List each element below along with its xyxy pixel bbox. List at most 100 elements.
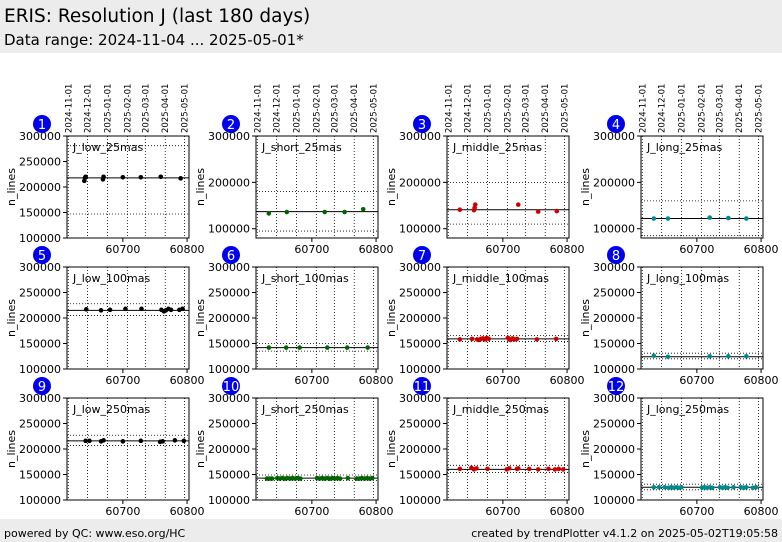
y-tick-label: 200000 [19,181,61,194]
panel-number: 9 [38,380,46,395]
data-point [744,216,749,221]
data-point [178,176,183,181]
panel-label: J_low_25mas [72,141,143,154]
y-axis-label: n_lines [579,430,592,468]
date-tick-label: 2024-11-01 [444,84,454,133]
panel-number-badge [607,377,625,395]
data-point [83,307,89,312]
date-tick-label: 2025-05-01 [181,84,191,133]
y-tick-label: 150000 [593,338,635,351]
data-point [709,485,715,491]
panel-label: J_middle_250mas [452,403,549,416]
data-point [514,336,520,342]
panel-number-badge [222,246,240,264]
data-point [269,476,275,481]
footer-created: created by trendPlotter v4.1.2 on 2025-0… [471,527,778,540]
y-tick-label: 150000 [399,469,441,482]
data-point [324,345,330,350]
y-tick-label: 200000 [593,176,635,189]
data-point [120,175,126,180]
panel-number: 7 [418,249,426,264]
data-point [553,336,559,342]
data-point [651,216,657,221]
data-point [457,337,463,342]
data-point [160,439,165,444]
panel-1: 100000 150000 200000 250000 300000 60700 60800… [5,84,205,256]
date-tick-label: 2025-04-01 [735,84,745,133]
panel-label: J_long_100mas [646,272,729,285]
data-point [283,345,289,350]
data-point [180,306,185,312]
date-tick-label: 2025-01-01 [677,84,687,133]
x-tick-label: 60800 [744,243,779,256]
data-point [107,307,113,313]
x-tick-label: 60700 [485,374,520,387]
data-point [731,484,736,490]
date-tick-label: 2025-01-01 [292,84,302,133]
y-axis-label: n_lines [194,168,207,206]
panel-number-badge [413,115,431,133]
data-point [651,484,657,490]
y-tick-label: 100000 [593,223,635,236]
panel-number-badge [413,246,431,264]
data-point [679,484,684,490]
y-tick-label: 250000 [208,287,250,300]
plot-frame [255,135,379,239]
y-tick-label: 300000 [208,130,250,143]
data-point [360,206,366,212]
data-point [266,345,272,350]
data-point [744,484,749,490]
y-tick-label: 250000 [593,418,635,431]
data-point [656,484,662,490]
y-tick-label: 300000 [19,392,61,405]
x-tick-label: 60800 [550,243,585,256]
data-point [651,353,657,359]
y-axis-label: n_lines [194,430,207,468]
data-point [139,306,144,312]
x-tick-label: 60800 [550,505,585,518]
data-point [138,175,144,180]
panel-8: 100000 150000 200000 250000 300000 60700 60800… [579,246,779,387]
data-point [744,353,749,359]
data-point [297,345,302,350]
panel-label: J_low_100mas [72,272,150,285]
date-tick-label: 2024-11-01 [253,84,263,133]
data-point [172,438,178,443]
panel-label: J_long_25mas [646,141,722,154]
panel-number-badge [222,377,240,395]
y-tick-label: 250000 [593,287,635,300]
data-point [726,353,731,359]
x-tick-label: 60800 [170,243,205,256]
date-tick-label: 2024-12-01 [464,84,474,133]
data-point [138,438,144,444]
y-tick-label: 100000 [19,494,61,507]
data-point [556,466,562,472]
date-tick-label: 2024-12-01 [84,84,94,133]
header-bar: ERIS: Resolution J (last 180 days) Data … [0,0,782,53]
panel-number: 3 [418,118,426,133]
data-point [469,336,475,342]
data-point [552,467,558,472]
x-tick-label: 60700 [294,505,329,518]
date-tick-label: 2025-02-01 [697,84,707,133]
data-point [725,485,730,491]
panel-3: 100000 200000 300000 60700 60800 2024-11-01 20… [385,84,585,256]
data-point [342,209,347,215]
panel-number-badge [607,246,625,264]
panel-number-badge [222,115,240,133]
y-tick-label: 100000 [399,494,441,507]
data-point [369,475,375,481]
data-point [486,336,492,342]
panel-label: J_long_250mas [646,403,729,416]
y-tick-label: 100000 [208,223,250,236]
data-point [546,466,551,472]
y-tick-label: 250000 [19,287,61,300]
x-tick-label: 60700 [105,374,140,387]
y-tick-label: 300000 [19,261,61,274]
footer-bar: powered by QC: www.eso.org/HC created by… [0,519,782,542]
y-tick-label: 200000 [208,176,250,189]
panel-label: J_short_25mas [261,141,342,154]
y-tick-label: 200000 [399,443,441,456]
x-tick-label: 60700 [294,374,329,387]
